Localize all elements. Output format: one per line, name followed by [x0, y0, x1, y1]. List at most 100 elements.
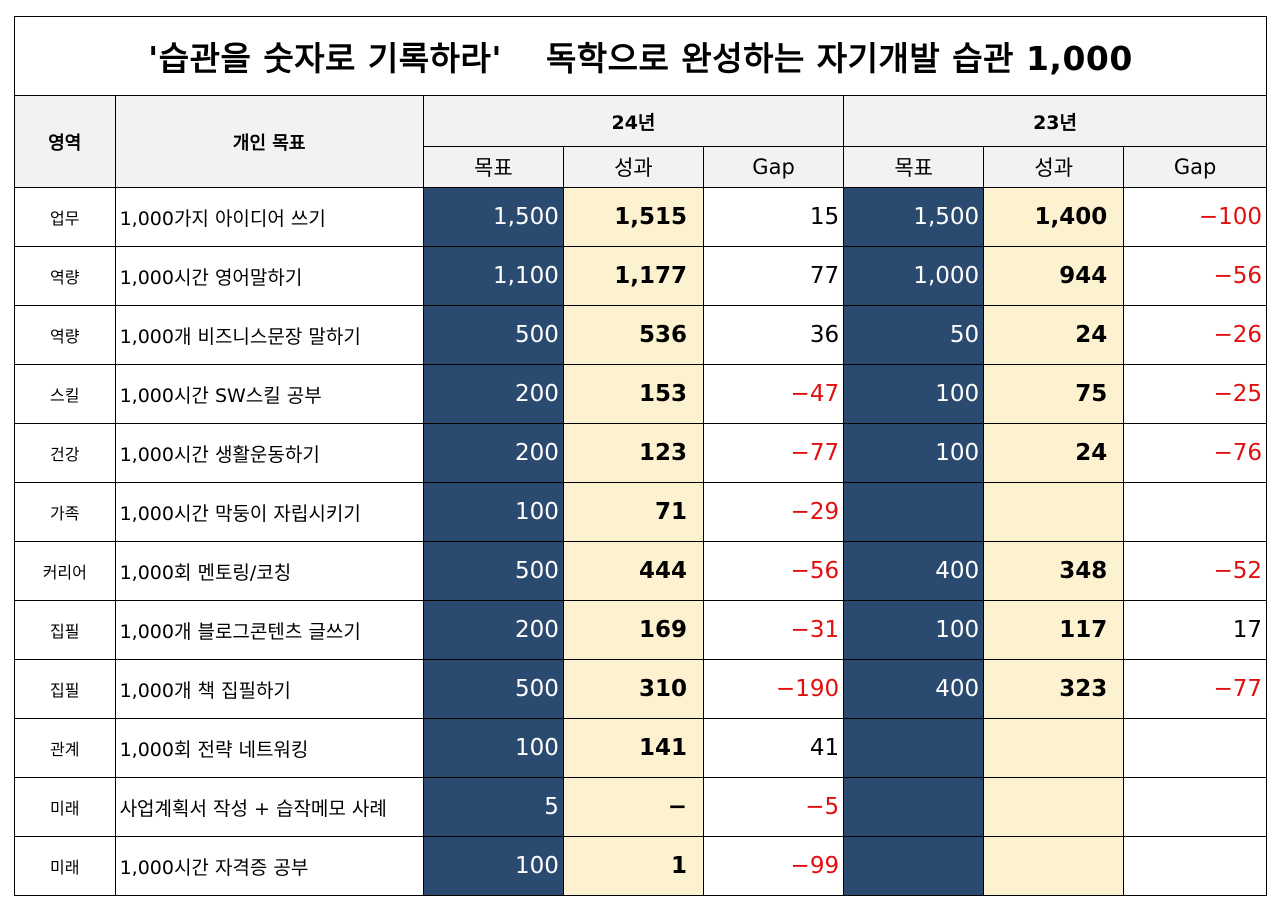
table-row: 스킬 1,000시간 SW스킬 공부 200 153 −47 100 75 −25	[15, 364, 1266, 424]
target-24-cell: 200	[422, 364, 564, 424]
goal-cell: 1,000가지 아이디어 쓰기	[114, 187, 424, 247]
table-row: 업무 1,000가지 아이디어 쓰기 1,500 1,515 15 1,500 1,400−…	[15, 187, 1266, 247]
target-23-cell: 100	[843, 600, 985, 660]
goal-cell: 사업계획서 작성 + 습작메모 사례	[114, 777, 424, 837]
result-24-cell: 169	[562, 600, 704, 660]
gap-24-cell: 77	[702, 246, 845, 306]
table-body: 업무 1,000가지 아이디어 쓰기 1,500 1,515 15 1,500 1,400−…	[15, 187, 1266, 895]
target-24-cell: 200	[422, 423, 564, 483]
area-cell: 가족	[15, 482, 116, 542]
target-23-cell: 400	[843, 659, 985, 719]
gap-23-cell	[1123, 777, 1266, 837]
page-title: '습관을 숫자로 기록하라' 독학으로 완성하는 자기개발 습관 1,000	[15, 17, 1266, 96]
habit-table: 영역 개인 목표 24년 23년 목표 성과 Gap 목표 성과 Gap 업무 1…	[15, 96, 1266, 895]
result-24-cell: 71	[562, 482, 704, 542]
table-row: 건강 1,000시간 생활운동하기 200 123 −77 100 24 −76	[15, 423, 1266, 483]
gap-23-cell: −25	[1123, 364, 1266, 424]
gap-24-cell: −99	[702, 836, 845, 895]
gap-24-cell: 36	[702, 305, 845, 365]
goal-cell: 1,000개 블로그콘텐츠 글쓰기	[114, 600, 424, 660]
header-gap-23: Gap	[1123, 146, 1266, 188]
result-23-cell: 348	[983, 541, 1125, 601]
header-area: 영역	[15, 96, 116, 188]
table-row: 커리어 1,000회 멘토링/코칭 500 444 −56 400 348 −52	[15, 541, 1266, 601]
target-23-cell: 50	[843, 305, 985, 365]
result-24-cell: −	[562, 777, 704, 837]
area-cell: 건강	[15, 423, 116, 483]
target-23-cell: 100	[843, 423, 985, 483]
table-row: 역량 1,000개 비즈니스문장 말하기 500 536 36 50 24 −26	[15, 305, 1266, 365]
result-24-cell: 444	[562, 541, 704, 601]
target-23-cell	[843, 836, 985, 895]
area-cell: 집필	[15, 600, 116, 660]
result-24-cell: 1	[562, 836, 704, 895]
area-cell: 스킬	[15, 364, 116, 424]
result-23-cell	[983, 836, 1125, 895]
table-row: 가족 1,000시간 막둥이 자립시키기 100 71 −29	[15, 482, 1266, 542]
gap-24-cell: −5	[702, 777, 845, 837]
gap-23-cell	[1123, 482, 1266, 542]
result-23-cell: 75	[983, 364, 1125, 424]
table-row: 집필 1,000개 책 집필하기 500 310 −190 400 323 −77	[15, 659, 1266, 719]
goal-cell: 1,000시간 생활운동하기	[114, 423, 424, 483]
gap-23-cell	[1123, 718, 1266, 778]
goal-cell: 1,000회 멘토링/코칭	[114, 541, 424, 601]
target-24-cell: 1,100	[422, 246, 564, 306]
table-row: 역량 1,000시간 영어말하기 1,100 1,177 77 1,000 944 −56	[15, 246, 1266, 306]
area-cell: 업무	[15, 187, 116, 247]
gap-24-cell: −31	[702, 600, 845, 660]
target-23-cell	[843, 718, 985, 778]
result-23-cell	[983, 718, 1125, 778]
goal-cell: 1,000개 비즈니스문장 말하기	[114, 305, 424, 365]
result-23-cell: 24	[983, 305, 1125, 365]
target-23-cell	[843, 482, 985, 542]
header-result-24: 성과	[562, 146, 704, 188]
header-gap-24: Gap	[702, 146, 845, 188]
gap-23-cell: 17	[1123, 600, 1266, 660]
table-row: 미래 사업계획서 작성 + 습작메모 사례 5− −5	[15, 777, 1266, 837]
result-24-cell: 123	[562, 423, 704, 483]
table-row: 집필 1,000개 블로그콘텐츠 글쓰기 200 169 −31 100 117 17	[15, 600, 1266, 660]
target-24-cell: 100	[422, 718, 564, 778]
table-row: 미래 1,000시간 자격증 공부 100 1 −99	[15, 836, 1266, 895]
area-cell: 미래	[15, 777, 116, 837]
result-24-cell: 1,515	[562, 187, 704, 247]
result-24-cell: 310	[562, 659, 704, 719]
gap-24-cell: −77	[702, 423, 845, 483]
title-part-1: '습관을 숫자로 기록하라'	[148, 39, 502, 78]
header-year-24: 24년	[422, 96, 845, 147]
target-23-cell: 1,500	[843, 187, 985, 247]
gap-24-cell: −56	[702, 541, 845, 601]
gap-23-cell: −100	[1123, 187, 1266, 247]
area-cell: 집필	[15, 659, 116, 719]
result-24-cell: 153	[562, 364, 704, 424]
goal-cell: 1,000시간 영어말하기	[114, 246, 424, 306]
result-24-cell: 536	[562, 305, 704, 365]
area-cell: 미래	[15, 836, 116, 895]
target-23-cell: 100	[843, 364, 985, 424]
target-23-cell: 400	[843, 541, 985, 601]
area-cell: 커리어	[15, 541, 116, 601]
result-24-cell: 141	[562, 718, 704, 778]
habit-table-sheet: '습관을 숫자로 기록하라' 독학으로 완성하는 자기개발 습관 1,000 영…	[14, 16, 1267, 896]
gap-24-cell: −190	[702, 659, 845, 719]
gap-23-cell: −26	[1123, 305, 1266, 365]
area-cell: 역량	[15, 246, 116, 306]
result-23-cell: 24	[983, 423, 1125, 483]
gap-23-cell: −76	[1123, 423, 1266, 483]
table-row: 관계 1,000회 전략 네트워킹 100 141 41	[15, 718, 1266, 778]
header-target-23: 목표	[843, 146, 985, 188]
goal-cell: 1,000회 전략 네트워킹	[114, 718, 424, 778]
gap-24-cell: 41	[702, 718, 845, 778]
gap-23-cell: −77	[1123, 659, 1266, 719]
target-24-cell: 500	[422, 541, 564, 601]
header-goal: 개인 목표	[114, 96, 424, 188]
result-23-cell	[983, 482, 1125, 542]
header-target-24: 목표	[423, 146, 564, 188]
target-24-cell: 1,500	[422, 187, 564, 247]
result-23-cell: 1,400	[983, 187, 1125, 247]
area-cell: 역량	[15, 305, 116, 365]
result-23-cell: 323	[983, 659, 1125, 719]
target-24-cell: 200	[422, 600, 564, 660]
goal-cell: 1,000시간 자격증 공부	[114, 836, 424, 895]
